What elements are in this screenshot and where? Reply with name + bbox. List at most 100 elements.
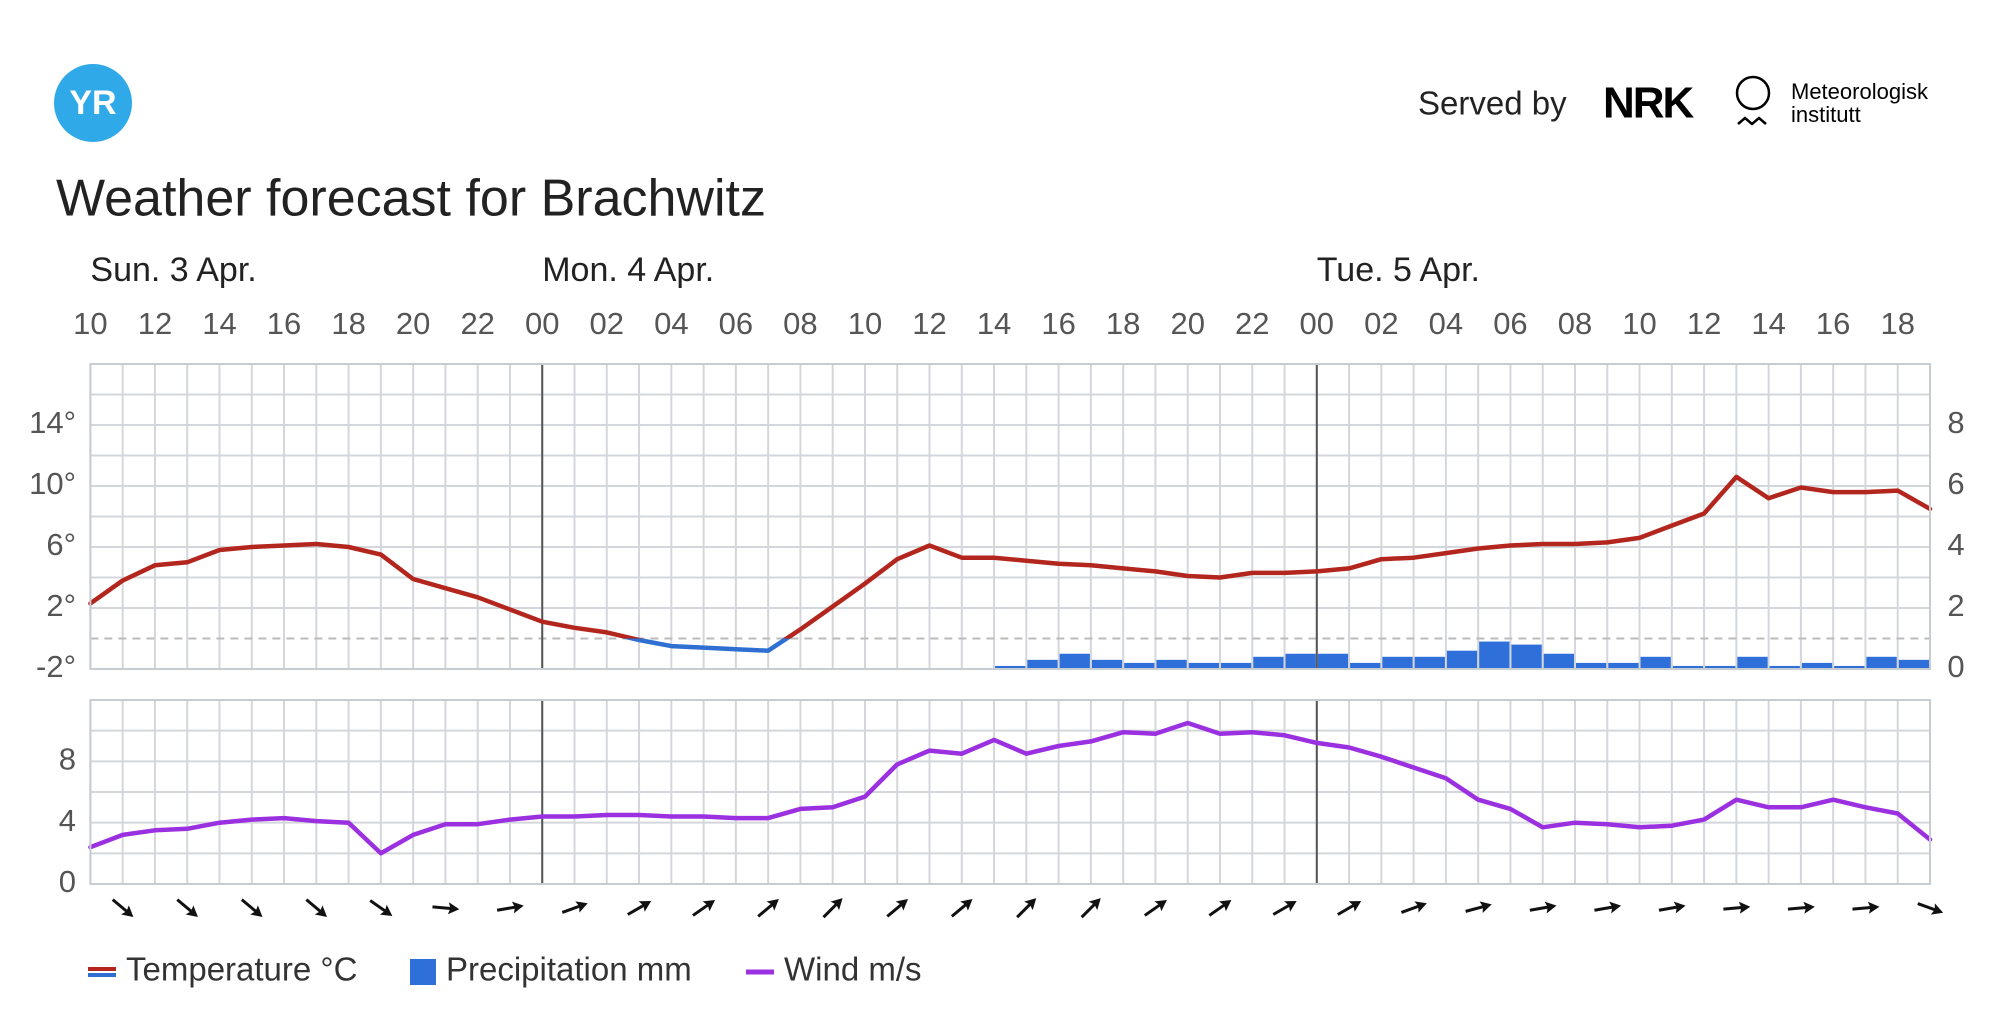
wind-arrow-head [1218,899,1232,912]
y2-tick-label: 4 [1947,527,1964,562]
x-tick-label: 14 [977,306,1011,341]
precipitation-bar [1575,662,1607,669]
wind-arrow-head [511,901,524,914]
x-tick-label: 00 [525,306,559,341]
precipitation-bar [1091,659,1123,669]
wind-arrow [369,899,393,917]
y-tick-label: -2° [36,649,76,684]
panel-border [89,363,1931,670]
precipitation-bar [1027,659,1058,669]
x-tick-label: 06 [1493,306,1527,341]
wind-arrow [496,901,524,914]
precipitation-bar [1414,656,1445,669]
wind-arrow-head [1544,901,1557,914]
wind-arrow [1016,898,1037,919]
wind-arrow [1787,901,1815,914]
wind-arrow-head [1088,898,1101,911]
x-tick-label: 20 [1170,306,1204,341]
wind-arrow-head [185,905,198,917]
precipitation-bar [1866,656,1897,669]
wind-arrow-head [1414,901,1427,913]
wind-line [88,720,1933,856]
x-tick-label: 10 [1622,306,1656,341]
x-tick-label: 10 [848,306,882,341]
y-tick-label: 6° [46,527,76,562]
wind-arrow [757,899,779,918]
wind-arrow [1080,898,1101,919]
x-tick-label: 18 [1106,306,1140,341]
x-tick-label: 14 [202,306,236,341]
x-tick-label: 14 [1751,306,1785,341]
wind-arrow-head [1154,899,1167,912]
y2-tick-label: 6 [1947,466,1964,501]
precipitation-bar [1769,665,1800,669]
x-tick-label: 16 [1041,306,1075,341]
wind-arrow-head [314,905,328,917]
x-tick-label: 10 [73,306,107,341]
x-tick-label: 04 [1429,306,1463,341]
wind-arrow [1400,901,1427,914]
y-tick-label: 14° [29,405,76,440]
wind-arrow [1143,899,1167,917]
met-logo-wave [1737,116,1767,126]
nrk-logo: NRK [1603,79,1695,128]
met-name: Meteorologisk [1791,79,1929,104]
x-tick-label: 12 [912,306,946,341]
precipitation-bar [1640,656,1671,669]
x-tick-label: 22 [460,306,494,341]
wind-arrow [176,898,198,917]
wind-arrow [1208,899,1232,917]
wind-arrow-head [379,904,393,917]
wind-arrow [561,901,588,914]
x-tick-label: 02 [1364,306,1398,341]
wind-arrow [886,899,908,918]
wind-arrow-head [1479,901,1492,914]
precipitation-bar [1156,659,1187,669]
precipitation-bar [1672,665,1704,669]
panel-border [89,699,1931,885]
legend-label: Precipitation mm [446,951,692,988]
x-tick-label: 12 [138,306,172,341]
yr-logo-text: YR [69,84,116,122]
served-by: Served by [1418,85,1567,122]
x-tick-label: 04 [654,306,688,341]
wind-arrow-head [638,901,652,912]
precipitation-bar [1285,653,1316,669]
wind-arrow-head [1673,901,1686,914]
wind-arrow-head [1930,903,1944,915]
wind-arrow [1337,901,1362,916]
x-tick-label: 20 [396,306,430,341]
wind-arrow-head [250,905,263,917]
legend-swatch [410,959,436,985]
wind-arrow [432,902,460,915]
wind-arrow [240,898,263,917]
wind-arrow-head [766,899,779,911]
wind-arrow-head [1609,901,1622,914]
wind-arrow-head [895,899,908,911]
precipitation-bar [1834,665,1865,669]
x-tick-label: 16 [267,306,301,341]
precipitation-bar [1382,656,1413,669]
wind-arrow-head [1738,901,1751,914]
precipitation-bar [1898,659,1929,669]
y-tick-label: 8 [59,742,76,777]
wind-arrow-head [1348,901,1362,912]
x-tick-label: 16 [1816,306,1850,341]
precipitation-bar [1253,656,1284,669]
precipitation-bar [1188,662,1219,669]
temperature-line [88,474,1933,653]
x-tick-label: 08 [783,306,817,341]
precipitation-bar [1446,650,1478,669]
wind-arrow [305,898,328,917]
precipitation-bar [1124,662,1155,669]
precipitation-bar [1608,662,1639,669]
precipitation-bar [1350,662,1381,669]
met-logo [1735,75,1771,111]
wind-arrow [1465,901,1492,914]
y-tick-label: 10° [29,466,76,501]
day-label: Mon. 4 Apr. [542,251,714,289]
y2-tick-label: 0 [1947,649,1964,684]
wind-arrow-head [960,899,973,911]
precipitation-bar [1543,653,1574,669]
